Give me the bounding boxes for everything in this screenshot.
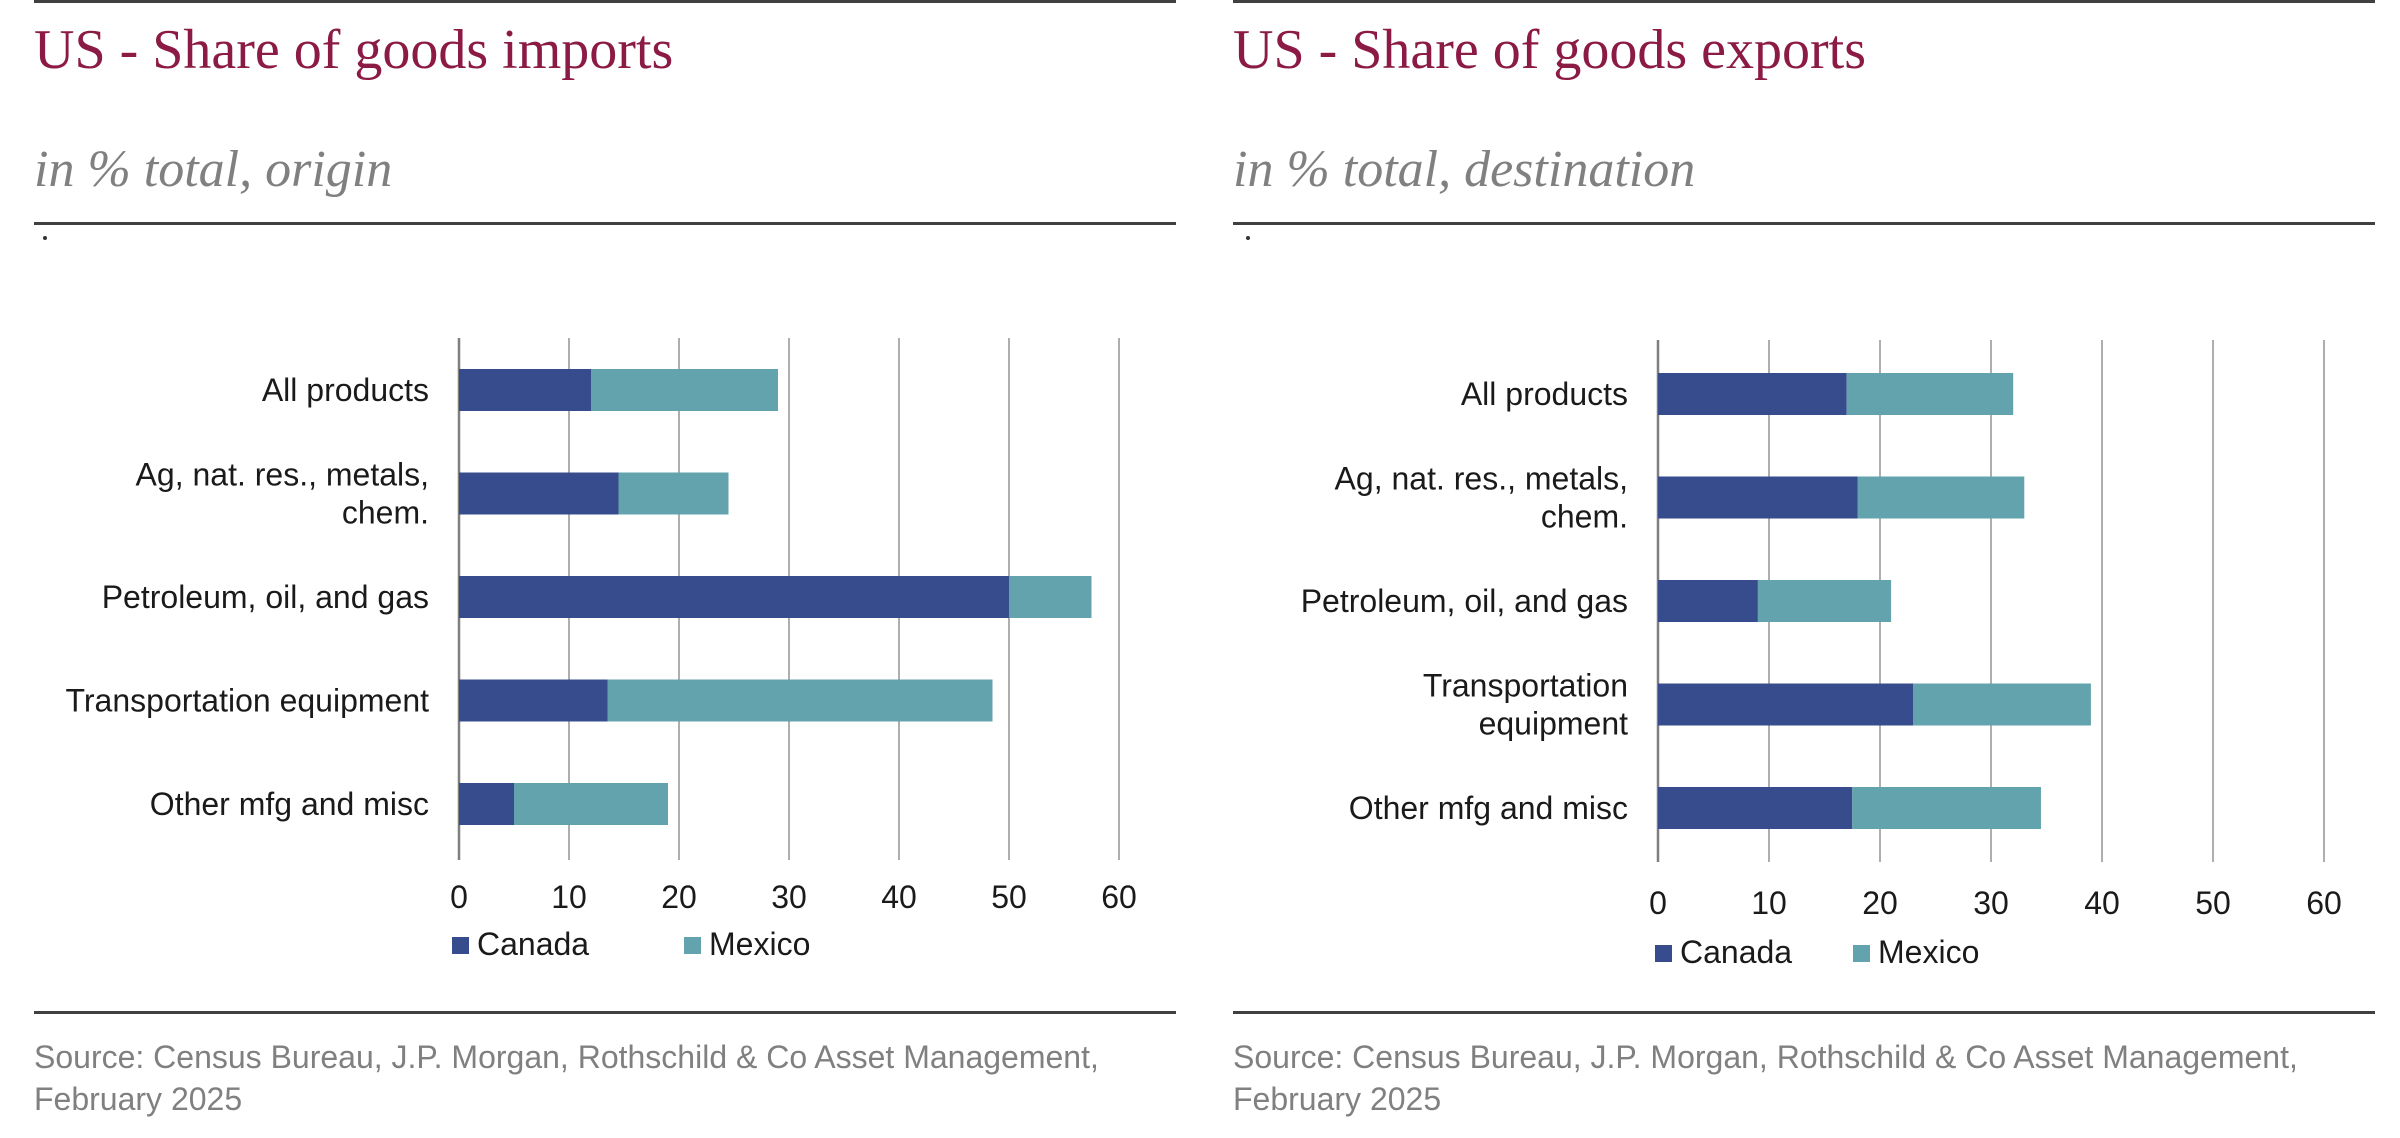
bar-canada (1658, 580, 1758, 622)
top-rule (1233, 0, 2375, 3)
category-label-line: equipment (1479, 706, 1629, 742)
x-tick-label: 60 (2306, 885, 2342, 921)
bar-canada (1658, 476, 1858, 519)
bar-canada (459, 576, 1009, 618)
category-label: Petroleum, oil, and gas (102, 579, 429, 615)
source-line-2: February 2025 (34, 1081, 243, 1117)
x-tick-label: 40 (2084, 885, 2120, 921)
legend-label-canada: Canada (1680, 934, 1792, 970)
bar-mexico (1757, 580, 1892, 622)
x-tick-label: 50 (2195, 885, 2231, 921)
chart-title: US - Share of goods imports (34, 19, 674, 81)
exports-chart: 0 10 20 30 40 50 60 All products Ag, nat. res., … (1301, 340, 2342, 970)
bottom-rule (34, 1011, 1176, 1014)
chart-title: US - Share of goods exports (1233, 19, 1867, 81)
category-label-line: chem. (342, 495, 429, 531)
bar-mexico (1846, 373, 2014, 415)
source-note: Source: Census Bureau, J.P. Morgan, Roth… (34, 1036, 1099, 1120)
x-tick-label: 30 (1973, 885, 2009, 921)
chart-subtitle: in % total, origin (34, 141, 393, 198)
bar-canada (459, 369, 591, 411)
marker-dot (1246, 236, 1250, 240)
category-label-line: Other mfg and misc (150, 786, 429, 822)
x-tick-label: 0 (450, 879, 468, 915)
bar-mexico (1009, 576, 1092, 618)
category-label-line: Ag, nat. res., metals, (1335, 461, 1628, 497)
bar-mexico (591, 369, 778, 411)
bar-canada (459, 679, 608, 722)
imports-chart: 0 10 20 30 40 50 60 All products Ag, nat. res., … (66, 338, 1137, 962)
category-label: All products (262, 372, 429, 408)
x-tick-label: 10 (551, 879, 587, 915)
bar-canada (1658, 683, 1914, 726)
category-label: Ag, nat. res., metals, chem. (1335, 461, 1628, 535)
legend-swatch-mexico (684, 937, 701, 954)
category-label-line: All products (1461, 376, 1628, 412)
category-label: Other mfg and misc (1349, 790, 1628, 826)
x-tick-label: 20 (1862, 885, 1898, 921)
bar-mexico (1857, 476, 2025, 519)
bar-canada (1658, 373, 1847, 415)
category-label: Transportation equipment (66, 683, 430, 719)
bar-canada (459, 472, 619, 515)
top-rule (34, 0, 1176, 3)
bar-mexico (1852, 787, 2041, 829)
chart-subtitle: in % total, destination (1233, 141, 1696, 198)
category-label-line: Transportation equipment (66, 683, 430, 719)
legend-label-mexico: Mexico (1878, 934, 1979, 970)
category-label-line: Other mfg and misc (1349, 790, 1628, 826)
bar-mexico (607, 679, 993, 722)
category-label-line: Petroleum, oil, and gas (102, 579, 429, 615)
gridlines (1656, 340, 2325, 862)
category-label: Transportation equipment (1423, 668, 1628, 742)
bar-mexico (618, 472, 729, 515)
x-tick-label: 60 (1101, 879, 1137, 915)
source-line-2: February 2025 (1233, 1081, 1442, 1117)
category-label-line: chem. (1541, 499, 1628, 535)
subtitle-rule (34, 222, 1176, 225)
bar-canada (1658, 787, 1853, 829)
legend-swatch-canada (1655, 945, 1672, 962)
bar-canada (459, 783, 514, 825)
category-label: Ag, nat. res., metals, chem. (136, 457, 429, 531)
source-line-1: Source: Census Bureau, J.P. Morgan, Roth… (1233, 1039, 2298, 1075)
x-tick-label: 0 (1649, 885, 1667, 921)
category-label: All products (1461, 376, 1628, 412)
category-label-line: Petroleum, oil, and gas (1301, 583, 1628, 619)
x-tick-label: 40 (881, 879, 917, 915)
bottom-rule (1233, 1011, 2375, 1014)
category-label-line: Ag, nat. res., metals, (136, 457, 429, 493)
source-note: Source: Census Bureau, J.P. Morgan, Roth… (1233, 1036, 2298, 1120)
bar-mexico (514, 783, 668, 825)
x-tick-label: 10 (1751, 885, 1787, 921)
marker-dot (43, 236, 47, 240)
category-label: Petroleum, oil, and gas (1301, 583, 1628, 619)
legend-label-mexico: Mexico (709, 926, 810, 962)
subtitle-rule (1233, 222, 2375, 225)
legend-label-canada: Canada (477, 926, 589, 962)
x-tick-label: 50 (991, 879, 1027, 915)
legend-swatch-mexico (1853, 945, 1870, 962)
category-label-line: Transportation (1423, 668, 1628, 704)
source-line-1: Source: Census Bureau, J.P. Morgan, Roth… (34, 1039, 1099, 1075)
category-label-line: All products (262, 372, 429, 408)
bar-mexico (1913, 683, 2091, 726)
category-label: Other mfg and misc (150, 786, 429, 822)
x-tick-label: 30 (771, 879, 807, 915)
legend-swatch-canada (452, 937, 469, 954)
x-tick-label: 20 (661, 879, 697, 915)
